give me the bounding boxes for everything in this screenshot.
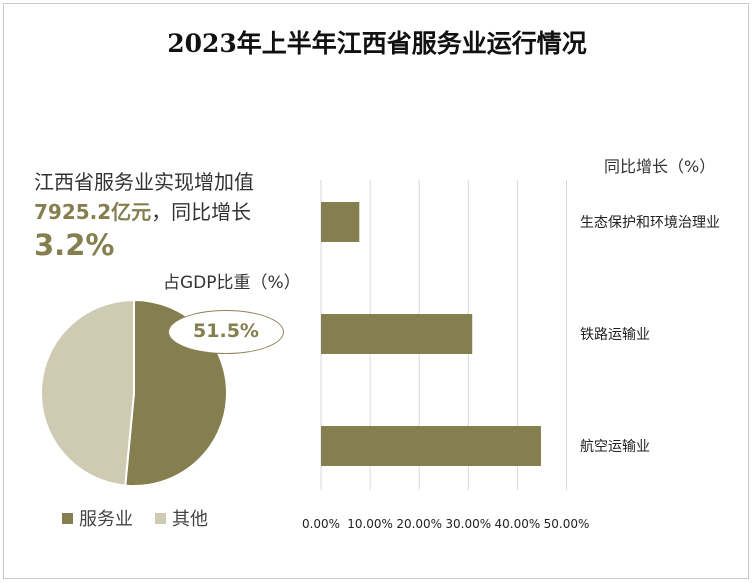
summary-text: 江西省服务业实现增加值 bbox=[34, 170, 254, 194]
bar bbox=[321, 202, 360, 242]
legend-label-other: 其他 bbox=[172, 509, 208, 530]
legend-item-other: 其他 bbox=[155, 505, 208, 531]
chart-title: 2023年上半年江西省服务业运行情况 bbox=[167, 29, 587, 58]
chart-frame bbox=[3, 3, 749, 579]
legend-swatch-other bbox=[155, 512, 166, 524]
pie-data-label: 51.5% bbox=[168, 310, 284, 354]
bar bbox=[321, 314, 473, 354]
summary-value-line: 7925.2亿元，同比增长 bbox=[34, 196, 251, 225]
summary-growth-value: 3.2% bbox=[34, 228, 115, 262]
pie-legend: 服务业 其他 bbox=[62, 505, 208, 531]
x-tick-label: 10.00% bbox=[347, 517, 393, 531]
x-tick-label: 50.00% bbox=[544, 517, 590, 531]
summary-value: 7925.2亿元 bbox=[34, 200, 152, 224]
bar-category-label: 航空运输业 bbox=[580, 439, 650, 455]
bar-category-label: 铁路运输业 bbox=[580, 327, 650, 343]
legend-label-services: 服务业 bbox=[79, 509, 133, 530]
x-tick-label: 20.00% bbox=[396, 517, 442, 531]
pie-chart-title: 占GDP比重（%） bbox=[163, 273, 301, 293]
legend-item-services: 服务业 bbox=[62, 505, 133, 531]
summary-growth-label: ，同比增长 bbox=[151, 200, 252, 224]
bar-chart-title: 同比增长（%） bbox=[604, 157, 716, 176]
x-tick-label: 40.00% bbox=[495, 517, 541, 531]
bar bbox=[321, 426, 541, 466]
x-tick-label: 30.00% bbox=[445, 517, 491, 531]
legend-swatch-services bbox=[62, 512, 73, 524]
bar-category-label: 生态保护和环境治理业 bbox=[580, 215, 720, 231]
pie-slice-other bbox=[40, 298, 135, 487]
x-tick-label: 0.00% bbox=[302, 517, 340, 531]
